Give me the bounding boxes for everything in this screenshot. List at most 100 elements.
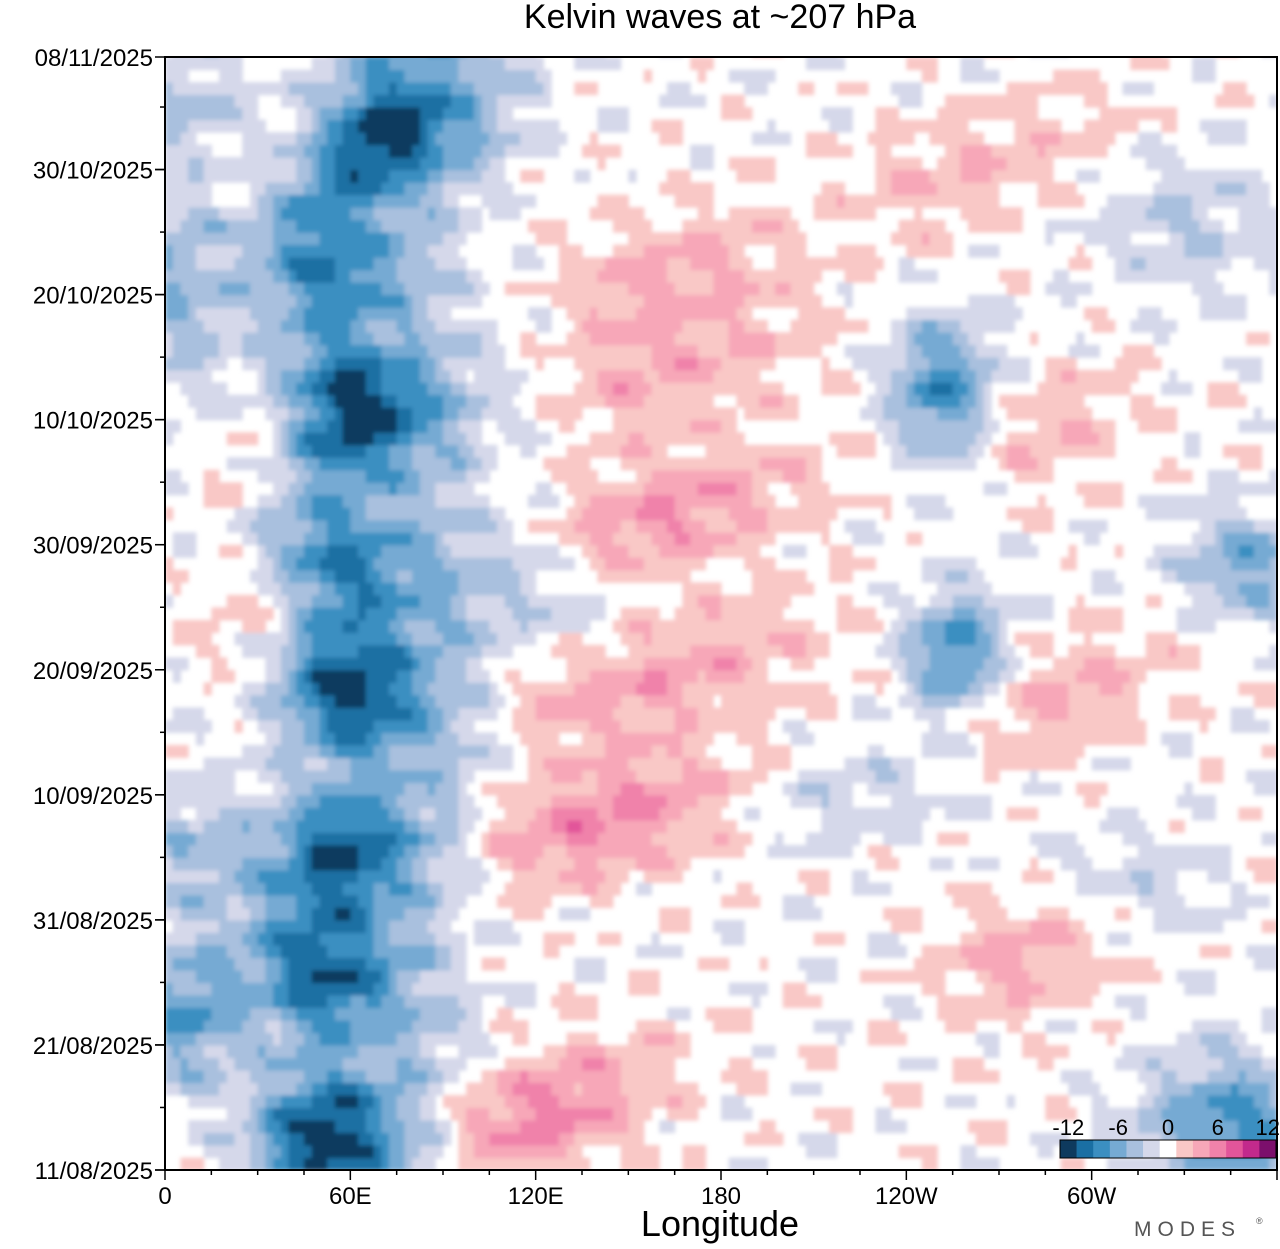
field-cell: [1138, 1070, 1162, 1084]
field-cell: [249, 1070, 305, 1084]
field-cell: [921, 232, 931, 246]
field-cell: [273, 444, 282, 458]
field-cell: [952, 382, 969, 396]
field-cell: [999, 394, 1085, 408]
field-cell: [296, 119, 313, 133]
field-cell: [1045, 219, 1170, 233]
field-cell: [404, 1157, 413, 1170]
field-cell: [358, 307, 413, 321]
field-cell: [960, 694, 985, 708]
field-cell: [1037, 1145, 1054, 1159]
field-cell: [659, 132, 683, 146]
field-cell: [1053, 69, 1100, 83]
field-cell: [1145, 557, 1162, 571]
field-cell: [188, 844, 290, 858]
y-tick-label: 10/10/2025: [33, 408, 153, 435]
field-cell: [620, 1145, 660, 1159]
field-cell: [188, 1095, 251, 1109]
field-cell: [1029, 857, 1039, 871]
field-cell: [798, 494, 892, 508]
field-cell: [1176, 794, 1216, 808]
field-cell: [427, 244, 460, 258]
field-cell: [381, 569, 398, 583]
field-cell: [304, 407, 321, 421]
field-cell: [1199, 119, 1247, 133]
field-cell: [257, 769, 282, 783]
field-cell: [165, 982, 174, 996]
field-cell: [419, 807, 436, 821]
field-cell: [929, 169, 961, 183]
field-cell: [489, 157, 506, 171]
field-cell: [458, 757, 514, 771]
field-cell: [473, 82, 544, 96]
field-cell: [242, 932, 259, 946]
field-cell: [443, 1095, 506, 1109]
field-cell: [334, 394, 382, 408]
field-cell: [1060, 132, 1116, 146]
field-cell: [582, 544, 599, 558]
field-cell: [288, 269, 297, 283]
field-cell: [620, 632, 645, 646]
field-cell: [682, 594, 699, 608]
field-cell: [1230, 707, 1255, 721]
field-cell: [319, 895, 359, 908]
field-cell: [427, 719, 444, 733]
field-cell: [419, 1107, 436, 1121]
field-cell: [319, 107, 344, 121]
field-cell: [203, 469, 220, 483]
field-cell: [906, 494, 946, 508]
field-cell: [296, 507, 313, 521]
field-cell: [1060, 1070, 1093, 1084]
field-cell: [273, 819, 297, 833]
field-cell: [458, 794, 475, 808]
field-cell: [937, 832, 969, 846]
field-cell: [1246, 594, 1270, 608]
field-cell: [1022, 1045, 1070, 1059]
field-cell: [1006, 82, 1108, 96]
field-cell: [327, 995, 351, 1009]
field-cell: [435, 1120, 452, 1134]
field-cell: [968, 857, 1000, 871]
field-cell: [419, 832, 436, 846]
field-cell: [443, 157, 475, 171]
field-cell: [1145, 157, 1185, 171]
field-cell: [304, 732, 321, 746]
field-cell: [666, 82, 691, 96]
field-cell: [249, 920, 266, 933]
field-cell: [1253, 657, 1277, 671]
field-cell: [481, 1070, 498, 1084]
field-cell: [319, 119, 328, 133]
field-cell: [674, 857, 691, 871]
field-cell: [296, 707, 321, 721]
field-cell: [404, 69, 460, 83]
field-cell: [612, 419, 691, 433]
field-cell: [1238, 582, 1270, 596]
field-cell: [999, 669, 1016, 683]
field-cell: [165, 257, 174, 271]
field-cell: [512, 719, 591, 733]
field-cell: [195, 932, 243, 946]
field-cell: [736, 519, 768, 533]
field-cell: [273, 982, 290, 996]
field-cell: [404, 1132, 444, 1146]
field-cell: [1029, 669, 1077, 683]
field-cell: [975, 970, 992, 984]
field-cell: [782, 469, 807, 483]
field-cell: [273, 244, 282, 258]
field-cell: [782, 719, 807, 733]
field-cell: [1029, 444, 1116, 458]
field-cell: [280, 494, 297, 508]
field-cell: [373, 432, 398, 446]
field-cell: [249, 194, 259, 208]
field-cell: [574, 970, 606, 984]
field-cell: [520, 344, 653, 358]
field-cell: [759, 282, 776, 296]
field-cell: [798, 82, 815, 96]
field-cell: [682, 694, 714, 708]
field-cell: [172, 857, 243, 871]
field-cell: [443, 169, 483, 183]
field-cell: [311, 607, 359, 621]
field-cell: [1138, 1095, 1155, 1109]
field-cell: [311, 857, 359, 871]
field-cell: [304, 870, 359, 883]
